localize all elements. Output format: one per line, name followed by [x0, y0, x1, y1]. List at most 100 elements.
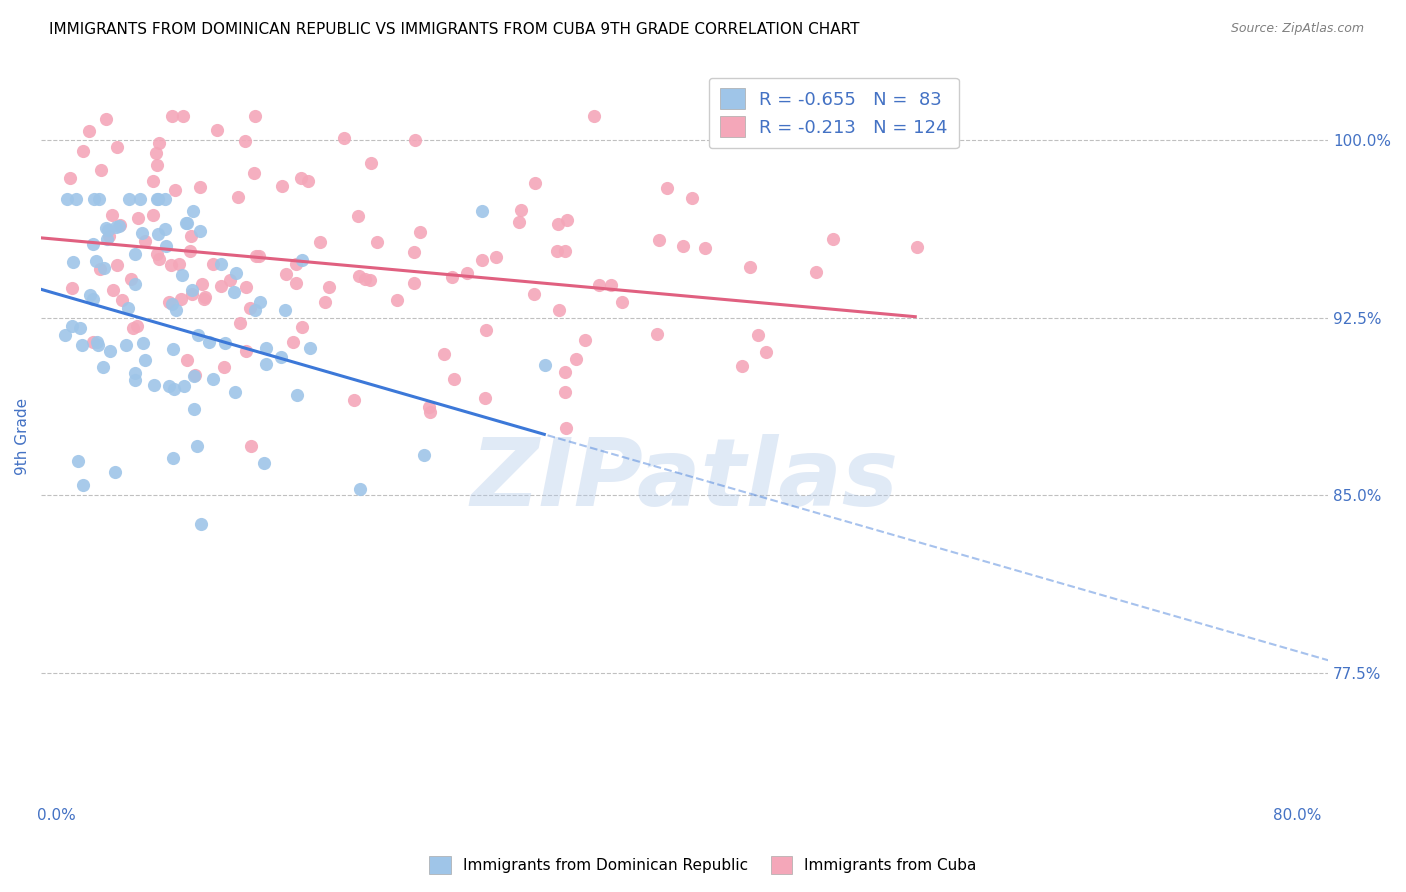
Point: [181, 287, 204, 301]
Point: [318, 279, 340, 293]
Point: [225, 266, 247, 280]
Point: [98, 344, 121, 359]
Point: [222, 285, 245, 300]
Point: [229, 316, 252, 330]
Point: [165, 302, 187, 317]
Point: [134, 352, 156, 367]
Point: [60, 281, 83, 295]
Point: [65, 192, 87, 206]
Point: [657, 181, 679, 195]
Point: [186, 439, 208, 453]
Point: [96, 112, 118, 126]
Point: [155, 239, 177, 253]
Point: [183, 203, 205, 218]
Point: [207, 122, 229, 136]
Point: [70, 338, 93, 352]
Point: [146, 192, 169, 206]
Point: [104, 465, 127, 479]
Point: [84, 253, 107, 268]
Point: [162, 450, 184, 465]
Point: [648, 233, 671, 247]
Point: [583, 109, 606, 123]
Y-axis label: 9th Grade: 9th Grade: [15, 398, 30, 475]
Point: [546, 244, 568, 259]
Point: [160, 109, 183, 123]
Point: [188, 180, 211, 194]
Point: [252, 457, 274, 471]
Point: [443, 372, 465, 386]
Point: [122, 321, 145, 335]
Point: [170, 292, 193, 306]
Point: [202, 371, 225, 385]
Point: [172, 109, 194, 123]
Point: [343, 392, 366, 407]
Point: [693, 241, 716, 255]
Point: [747, 327, 769, 342]
Point: [249, 295, 271, 310]
Point: [145, 158, 167, 172]
Point: [191, 277, 214, 292]
Legend: Immigrants from Dominican Republic, Immigrants from Cuba: Immigrants from Dominican Republic, Immi…: [423, 850, 983, 880]
Point: [385, 293, 408, 308]
Point: [254, 341, 277, 355]
Point: [574, 333, 596, 347]
Point: [101, 208, 124, 222]
Point: [146, 192, 169, 206]
Point: [91, 360, 114, 375]
Point: [235, 343, 257, 358]
Point: [523, 287, 546, 301]
Point: [69, 321, 91, 335]
Point: [176, 216, 198, 230]
Point: [96, 221, 118, 235]
Text: Source: ZipAtlas.com: Source: ZipAtlas.com: [1230, 22, 1364, 36]
Point: [193, 292, 215, 306]
Point: [740, 260, 762, 274]
Point: [124, 277, 146, 291]
Point: [159, 258, 181, 272]
Text: ZIPatlas: ZIPatlas: [471, 434, 898, 526]
Point: [554, 244, 576, 258]
Point: [271, 178, 294, 193]
Point: [281, 334, 304, 349]
Point: [105, 220, 128, 235]
Point: [474, 391, 496, 405]
Point: [202, 257, 225, 271]
Point: [297, 174, 319, 188]
Point: [588, 278, 610, 293]
Point: [276, 267, 298, 281]
Text: IMMIGRANTS FROM DOMINICAN REPUBLIC VS IMMIGRANTS FROM CUBA 9TH GRADE CORRELATION: IMMIGRANTS FROM DOMINICAN REPUBLIC VS IM…: [49, 22, 859, 37]
Point: [508, 215, 530, 229]
Point: [349, 268, 371, 283]
Point: [291, 319, 314, 334]
Point: [554, 384, 576, 399]
Point: [183, 402, 205, 417]
Point: [157, 379, 180, 393]
Point: [105, 140, 128, 154]
Point: [360, 156, 382, 170]
Point: [167, 257, 190, 271]
Point: [510, 203, 533, 218]
Point: [672, 239, 695, 253]
Point: [127, 211, 149, 225]
Point: [346, 209, 368, 223]
Point: [404, 244, 426, 259]
Point: [97, 223, 120, 237]
Point: [905, 240, 928, 254]
Point: [523, 176, 546, 190]
Point: [190, 516, 212, 531]
Point: [128, 192, 150, 206]
Point: [475, 323, 498, 337]
Point: [274, 302, 297, 317]
Point: [471, 252, 494, 267]
Point: [82, 237, 104, 252]
Point: [146, 247, 169, 261]
Point: [270, 351, 292, 365]
Point: [284, 257, 307, 271]
Point: [105, 258, 128, 272]
Point: [418, 401, 440, 415]
Point: [209, 257, 232, 271]
Point: [181, 283, 204, 297]
Point: [333, 131, 356, 145]
Point: [290, 171, 312, 186]
Point: [110, 218, 132, 232]
